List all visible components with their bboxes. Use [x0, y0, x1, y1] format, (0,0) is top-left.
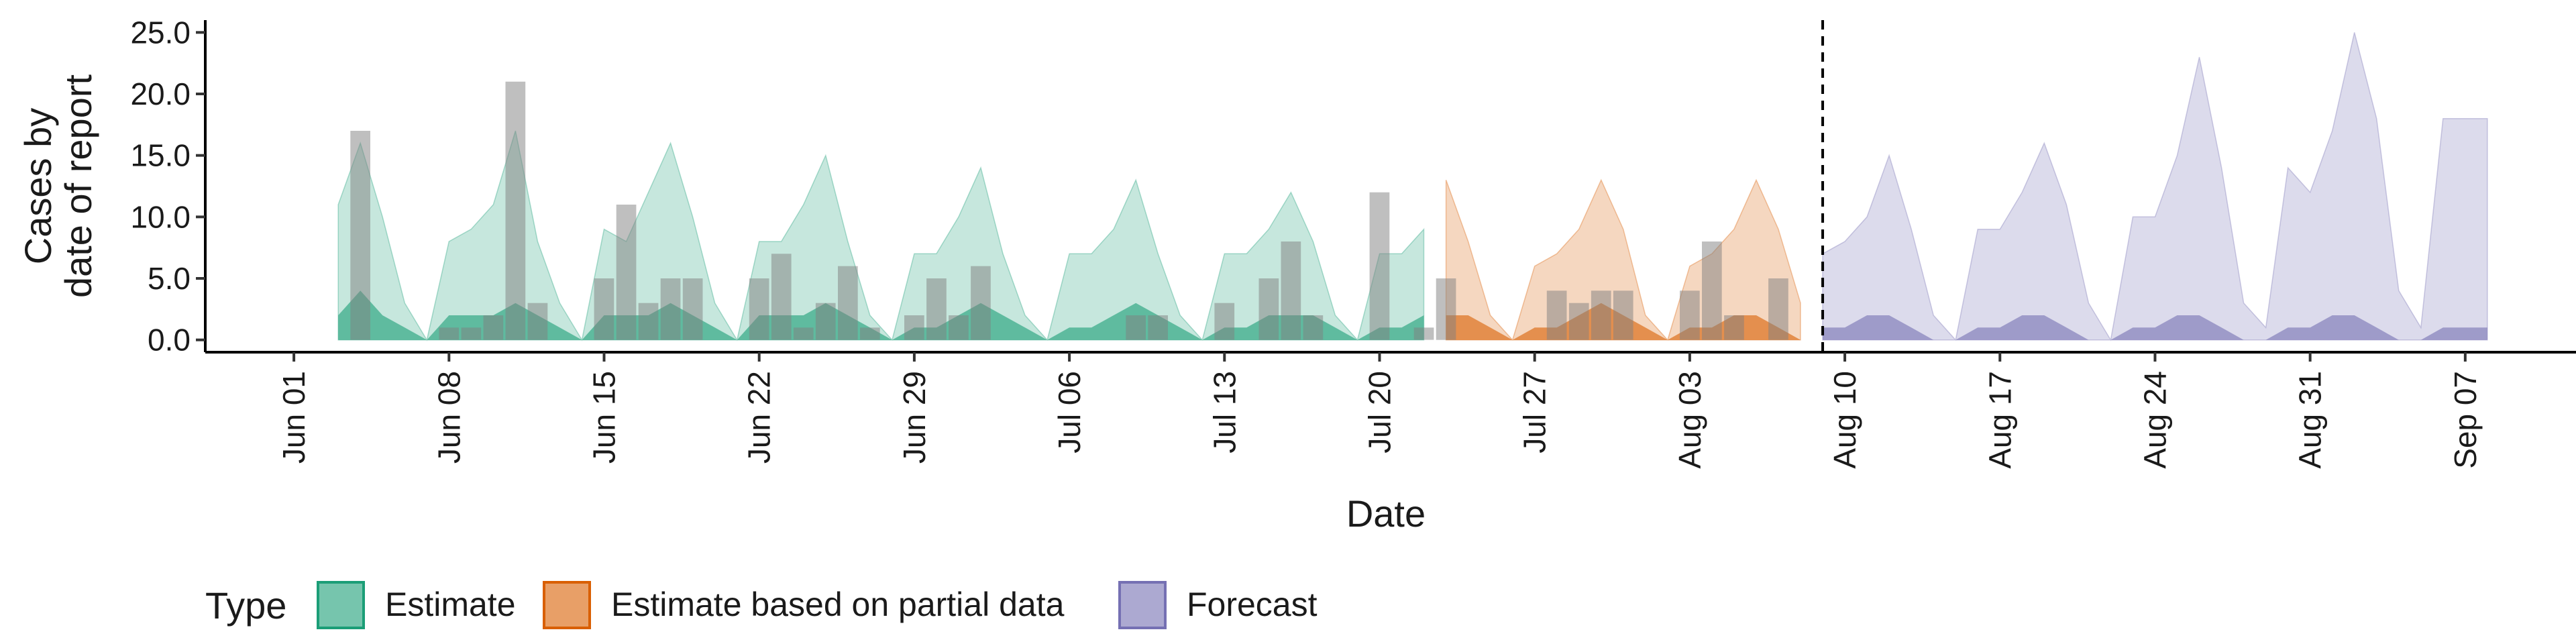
- reported-cases-bar: [1126, 315, 1146, 340]
- reported-cases-bar: [616, 205, 637, 340]
- reported-cases-bar: [1724, 315, 1744, 340]
- reported-cases-bar: [815, 303, 836, 340]
- reported-cases-bar: [1702, 241, 1722, 340]
- reported-cases-bar: [1369, 192, 1390, 340]
- x-tick-label: Sep 07: [2448, 371, 2483, 469]
- reported-cases-bar: [860, 327, 880, 340]
- reported-cases-bar: [1591, 290, 1611, 340]
- legend-swatch-estimate-based-on-partial-data: [543, 581, 591, 629]
- reported-cases-bar: [838, 266, 858, 340]
- y-tick-label: 0.0: [148, 323, 191, 358]
- x-tick-label: Jul 06: [1052, 371, 1087, 453]
- reported-cases-bar: [749, 278, 769, 340]
- reported-cases-bar: [1258, 278, 1279, 340]
- reported-cases-bar: [1303, 315, 1324, 340]
- forecast-median-band: [1823, 315, 2487, 340]
- forecast-upper-band: [1822, 32, 2488, 341]
- reported-cases-bar: [461, 327, 482, 340]
- x-tick-label: Jun 08: [431, 371, 466, 464]
- x-tick-label: Aug 10: [1827, 371, 1862, 469]
- x-tick-label: Jun 01: [276, 371, 311, 464]
- legend-label-forecast: Forecast: [1187, 586, 1318, 623]
- reported-cases-bar: [1413, 327, 1434, 340]
- x-axis: Jun 01 Jun 08 Jun 15 Jun 22 Jun 29 Jul 06 Jul …: [205, 351, 2576, 469]
- bars-layer: [350, 81, 1788, 340]
- reported-cases-bar: [350, 131, 370, 340]
- x-tick-label: Jul 27: [1517, 371, 1552, 453]
- reported-cases-bar: [483, 315, 504, 340]
- y-tick-label: 25.0: [130, 15, 191, 50]
- y-axis-title-line-1: Cases by: [17, 108, 59, 264]
- x-tick-label: Aug 17: [1982, 371, 2017, 469]
- reported-cases-bar: [971, 266, 991, 340]
- reported-cases-bar: [1613, 290, 1633, 340]
- reported-cases-bar: [527, 303, 548, 340]
- x-tick-label: Jun 15: [587, 371, 622, 464]
- reported-cases-bar: [1148, 315, 1168, 340]
- reported-cases-bar: [1546, 290, 1567, 340]
- reported-cases-bar: [949, 315, 969, 340]
- x-tick-label: Jun 22: [742, 371, 777, 464]
- y-axis: 0.0 5.0 10.0 15.0 20.0 25.0: [130, 15, 207, 358]
- reported-cases-bar: [682, 278, 703, 340]
- reported-cases-bar: [1568, 303, 1589, 340]
- x-tick-label: Jul 20: [1362, 371, 1397, 453]
- reported-cases-bar: [439, 327, 460, 340]
- reported-cases-bar: [1680, 290, 1700, 340]
- legend: Type Estimate Estimate based on partial d…: [205, 581, 1318, 629]
- y-tick-label: 5.0: [148, 261, 191, 296]
- reported-cases-bar: [1281, 241, 1301, 340]
- y-tick-label: 10.0: [130, 199, 191, 234]
- reported-cases-bar: [1768, 278, 1788, 340]
- reported-cases-bar: [1436, 278, 1456, 340]
- legend-label-estimate-based-on-partial-data: Estimate based on partial data: [611, 586, 1065, 623]
- reported-cases-bar: [660, 278, 681, 340]
- reported-cases-bar: [793, 327, 814, 340]
- x-tick-label: Aug 31: [2293, 371, 2328, 469]
- reported-cases-bar: [638, 303, 659, 340]
- legend-title: Type: [205, 584, 286, 627]
- reported-cases-bar: [505, 81, 526, 340]
- reported-cases-bar: [904, 315, 924, 340]
- legend-swatch-estimate: [317, 581, 365, 629]
- legend-label-estimate: Estimate: [385, 586, 516, 623]
- legend-swatch-forecast: [1118, 581, 1167, 629]
- reported-cases-bar: [594, 278, 614, 340]
- x-tick-label: Jun 29: [897, 371, 932, 464]
- x-tick-label: Aug 24: [2137, 371, 2172, 469]
- x-tick-label: Jul 13: [1207, 371, 1242, 453]
- y-axis-title-line-2: date of report: [57, 74, 99, 299]
- y-tick-label: 15.0: [130, 138, 191, 173]
- reported-cases-bar: [1214, 303, 1235, 340]
- y-tick-label: 20.0: [130, 76, 191, 111]
- x-tick-label: Aug 03: [1672, 371, 1707, 469]
- reported-cases-bar: [771, 254, 792, 340]
- x-axis-title: Date: [1346, 492, 1426, 535]
- reported-cases-bar: [926, 278, 947, 340]
